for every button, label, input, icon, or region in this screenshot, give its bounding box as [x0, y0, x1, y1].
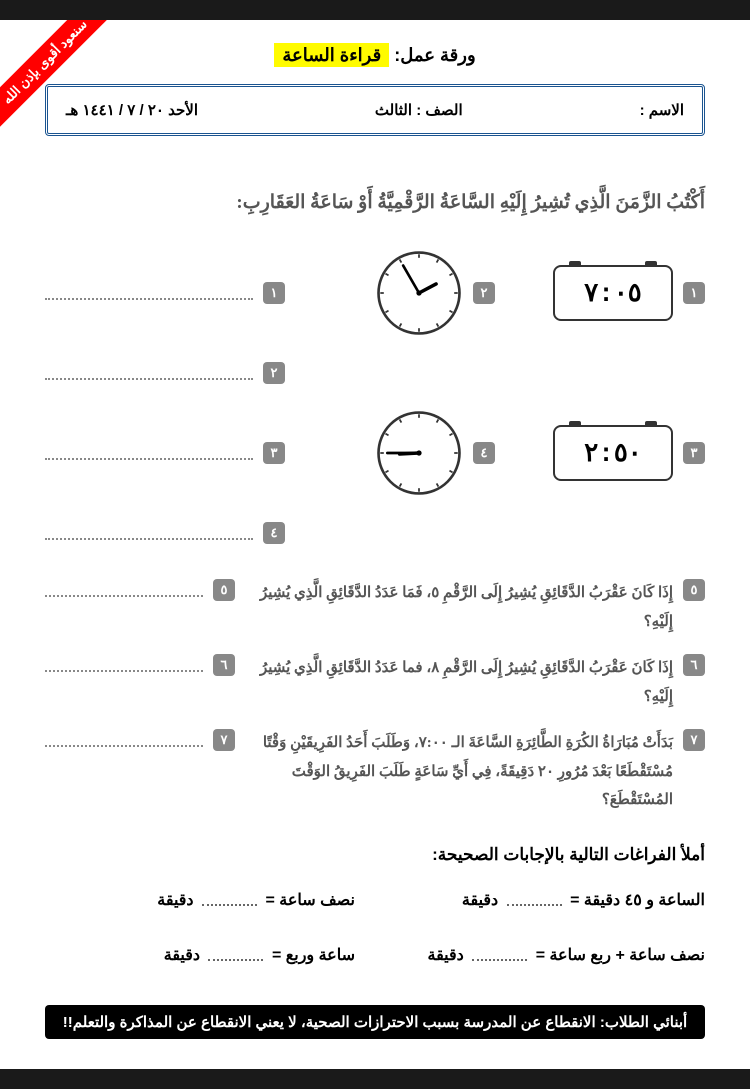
badge-a3: ٣: [263, 442, 285, 464]
badge-5: ٥: [683, 579, 705, 601]
item-2: ٢: [315, 249, 495, 337]
question-5: ٥ إِذَا كَانَ عَقْرَبُ الدَّقَائِقِ يُشِ…: [45, 579, 705, 636]
fill-c: نصف ساعة + ربع ساعة = دقيقة: [395, 945, 705, 965]
answer-1: ١: [45, 282, 285, 304]
page-title: ورقة عمل: قراءة الساعة: [45, 45, 705, 66]
badge-7: ٧: [683, 729, 705, 751]
analog-clock-2: [375, 409, 463, 497]
analog-clock-1: [375, 249, 463, 337]
question-7: ٧ بَدَأَتْ مُبَارَاةُ الكُرَةِ الطَّائِر…: [45, 729, 705, 815]
badge-1: ١: [683, 282, 705, 304]
item-3: ٣ ٢:٥٠: [525, 425, 705, 481]
fill-d: ساعة وربع = دقيقة: [45, 945, 355, 965]
answer-2: ٢: [45, 362, 285, 384]
badge-3: ٣: [683, 442, 705, 464]
answer-3: ٣: [45, 442, 285, 464]
info-box: الاسم : الصف : الثالث الأحد ٢٠ / ٧ / ١٤٤…: [45, 84, 705, 136]
answer-line[interactable]: [45, 526, 253, 540]
name-label: الاسم :: [640, 101, 684, 119]
date-field: الأحد ٢٠ / ٧ / ١٤٤١ هـ: [66, 101, 198, 119]
fill-b: نصف ساعة = دقيقة: [45, 890, 355, 910]
q6-text: إِذَا كَانَ عَقْرَبُ الدَّقَائِقِ يُشِير…: [247, 654, 673, 711]
fill-row-2: نصف ساعة + ربع ساعة = دقيقة ساعة وربع = …: [45, 945, 705, 965]
badge-a7: ٧: [213, 729, 235, 751]
answer-line[interactable]: [45, 658, 203, 672]
digital-clock-1: ٧:٠٥: [553, 265, 673, 321]
blank[interactable]: [202, 894, 257, 906]
q7-text: بَدَأَتْ مُبَارَاةُ الكُرَةِ الطَّائِرَة…: [247, 729, 673, 815]
badge-4: ٤: [473, 442, 495, 464]
q5-text: إِذَا كَانَ عَقْرَبُ الدَّقَائِقِ يُشِير…: [247, 579, 673, 636]
title-highlighted: قراءة الساعة: [274, 43, 389, 67]
blank[interactable]: [472, 949, 527, 961]
answer-line[interactable]: [45, 286, 253, 300]
badge-6: ٦: [683, 654, 705, 676]
fill-row-1: الساعة و ٤٥ دقيقة = دقيقة نصف ساعة = دقي…: [45, 890, 705, 910]
badge-a2: ٢: [263, 362, 285, 384]
answer-4: ٤: [45, 522, 285, 544]
footer-banner: أبنائي الطلاب: الانقطاع عن المدرسة بسبب …: [45, 1005, 705, 1039]
badge-a4: ٤: [263, 522, 285, 544]
worksheet-page: سنعود أقوى بإذن الله ورقة عمل: قراءة الس…: [0, 20, 750, 1069]
title-prefix: ورقة عمل:: [394, 45, 475, 65]
answer-line[interactable]: [45, 446, 253, 460]
item-1: ١ ٧:٠٥: [525, 265, 705, 321]
digital-clock-2: ٢:٥٠: [553, 425, 673, 481]
item-4: ٤: [315, 409, 495, 497]
clocks-grid: ١ ٧:٠٥ ٢ ١ ٢ ٣ ٢:٥٠: [45, 249, 705, 544]
badge-a1: ١: [263, 282, 285, 304]
blank[interactable]: [208, 949, 263, 961]
answer-line[interactable]: [45, 366, 253, 380]
answer-line[interactable]: [45, 733, 203, 747]
answer-line[interactable]: [45, 583, 203, 597]
fill-a: الساعة و ٤٥ دقيقة = دقيقة: [395, 890, 705, 910]
badge-a5: ٥: [213, 579, 235, 601]
blank[interactable]: [507, 894, 562, 906]
badge-a6: ٦: [213, 654, 235, 676]
class-field: الصف : الثالث: [375, 101, 463, 119]
fill-title: أملأ الفراغات التالية بالإجابات الصحيحة:: [45, 845, 705, 865]
instruction-text: أَكْتُبُ الزَّمَنَ الَّذِي تُشِيرُ إِلَي…: [45, 191, 705, 214]
question-6: ٦ إِذَا كَانَ عَقْرَبُ الدَّقَائِقِ يُشِ…: [45, 654, 705, 711]
badge-2: ٢: [473, 282, 495, 304]
